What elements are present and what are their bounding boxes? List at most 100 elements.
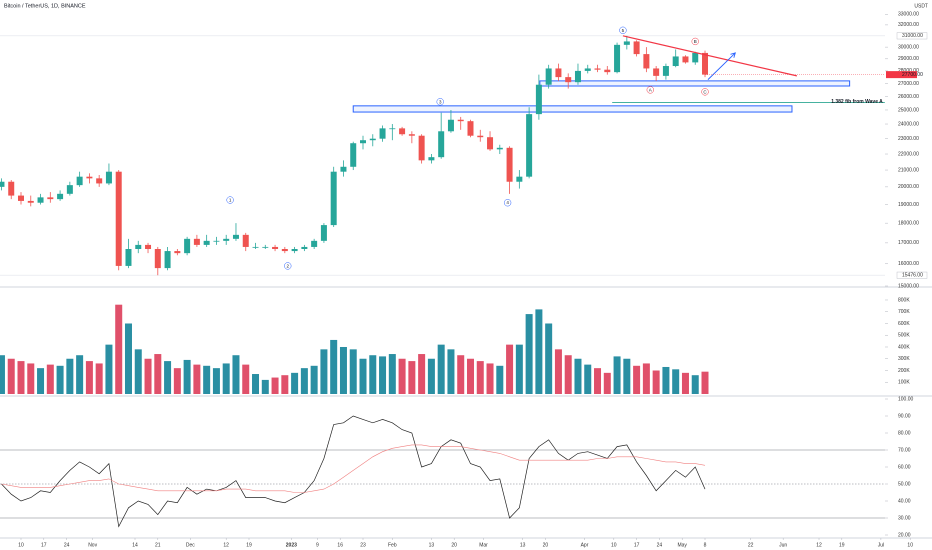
- candle-body: [47, 197, 54, 200]
- x-tick-label: 19: [246, 542, 252, 548]
- candle-body: [447, 119, 454, 132]
- volume-bar: [173, 368, 181, 394]
- candle-body: [135, 244, 142, 250]
- last-price-tag: [886, 71, 917, 79]
- candle-body: [105, 171, 112, 184]
- arrow-head: [730, 52, 736, 58]
- wave-label: C: [703, 89, 707, 94]
- volume-bar: [300, 368, 308, 394]
- volume-bar: [633, 365, 641, 394]
- candle-body: [184, 238, 191, 254]
- volume-bar: [457, 355, 465, 394]
- volume-bar: [56, 365, 64, 394]
- arrow: [707, 52, 736, 80]
- candle-body: [506, 147, 513, 182]
- x-tick-label: 24: [657, 542, 663, 548]
- volume-bar: [154, 354, 162, 394]
- candle-body: [232, 234, 239, 239]
- x-tick-label: 12: [223, 542, 229, 548]
- y-tick-label: 32000.00: [898, 22, 919, 28]
- y-tick-label: 15000.00: [898, 283, 919, 289]
- candle-body: [653, 68, 660, 76]
- x-tick-label: 14: [132, 542, 138, 548]
- wave-circle: [619, 26, 627, 34]
- y-tick-label: 23000.00: [898, 136, 919, 142]
- x-tick-label: 17: [41, 542, 47, 548]
- y-tick-label: 26000.00: [898, 94, 919, 100]
- volume-bar: [232, 355, 240, 394]
- zone-box: [539, 80, 851, 87]
- x-tick-label: Nov: [88, 542, 97, 548]
- candle-body: [350, 143, 357, 167]
- candle-body: [154, 249, 161, 269]
- volume-bar: [66, 358, 74, 394]
- y-tick-label: 20.00: [898, 532, 911, 538]
- x-tick-label: 13: [429, 542, 435, 548]
- volume-bar: [525, 314, 533, 394]
- volume-bar: [701, 371, 709, 394]
- candle-body: [37, 197, 44, 203]
- volume-bar: [603, 372, 611, 394]
- volume-bar: [17, 361, 25, 394]
- low-marker-value: 15476.00: [902, 273, 923, 279]
- candle-body: [213, 240, 220, 242]
- y-tick-label: 100K: [898, 380, 910, 386]
- y-tick-label: 33000.00: [898, 12, 919, 18]
- volume-bar: [437, 344, 445, 394]
- y-tick-label: 30.00: [898, 515, 911, 521]
- volume-bar: [310, 365, 318, 394]
- volume-bar: [623, 358, 631, 394]
- y-tick-label: 60.00: [898, 464, 911, 470]
- candle-body: [262, 246, 269, 248]
- y-tick-label: 70.00: [898, 447, 911, 453]
- candle-body: [614, 44, 621, 73]
- volume-bar: [37, 368, 45, 394]
- volume-bar: [252, 374, 260, 394]
- candle-body: [252, 246, 259, 248]
- x-tick-label: 12: [816, 542, 822, 548]
- x-tick-label: 21: [155, 542, 161, 548]
- volume-bar: [466, 358, 474, 394]
- candle-body: [86, 176, 93, 179]
- volume-bar: [574, 358, 582, 394]
- volume-bar: [427, 358, 435, 394]
- volume-bar: [652, 370, 660, 394]
- candle-body: [291, 249, 298, 252]
- x-tick-label: May: [677, 542, 687, 548]
- wave-circle: [436, 98, 444, 106]
- candle-body: [692, 52, 699, 63]
- volume-bar: [281, 375, 289, 394]
- candle-body: [66, 185, 73, 194]
- candle-body: [272, 246, 279, 250]
- x-tick-label: 10: [18, 542, 24, 548]
- candle-body: [330, 171, 337, 226]
- y-tick-label: 17000.00: [898, 240, 919, 246]
- volume-bar: [95, 363, 103, 394]
- candle-body: [565, 77, 572, 83]
- y-tick-label: 30000.00: [898, 44, 919, 50]
- candle-body: [223, 238, 230, 241]
- y-tick-label: 600K: [898, 321, 910, 327]
- candle-body: [428, 157, 435, 161]
- candle-body: [604, 69, 611, 73]
- candle-body: [526, 114, 533, 177]
- volume-bar: [496, 365, 504, 394]
- last-price-label: 27700.00: [902, 72, 923, 78]
- volume-bar: [418, 354, 426, 394]
- volume-bar: [506, 344, 514, 394]
- price-unit: USDT: [914, 3, 928, 9]
- candle-body: [320, 225, 327, 241]
- volume-bar: [144, 358, 152, 394]
- y-tick-label: 400K: [898, 344, 910, 350]
- candle-body: [408, 134, 415, 136]
- volume-bar: [359, 358, 367, 394]
- y-tick-label: 21000.00: [898, 167, 919, 173]
- y-tick-label: 27000.00: [898, 81, 919, 87]
- candle-body: [535, 84, 542, 115]
- y-tick-label: 29000.00: [898, 56, 919, 62]
- candle-body: [672, 56, 679, 67]
- volume-bar: [535, 309, 543, 394]
- wave-circle: [646, 86, 654, 94]
- wave-label: 2: [287, 263, 290, 268]
- candle-body: [145, 244, 152, 250]
